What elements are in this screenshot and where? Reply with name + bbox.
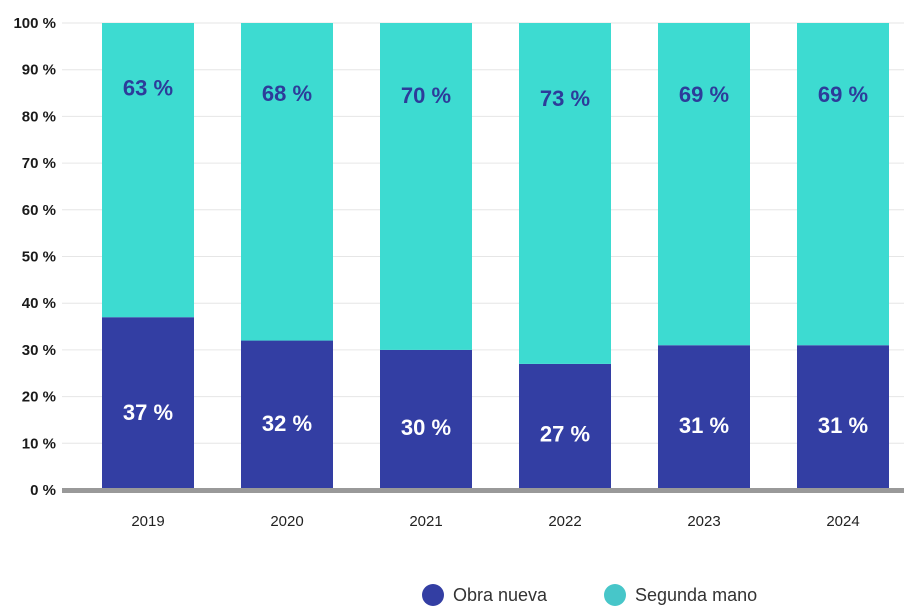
data-label: 31 % xyxy=(818,413,868,438)
bar-obra-nueva-2020 xyxy=(241,340,333,490)
x-tick-label: 2019 xyxy=(131,513,164,530)
bar-segunda-mano-2024 xyxy=(797,23,889,346)
legend-label-obra-nueva: Obra nueva xyxy=(453,585,548,605)
data-label: 69 % xyxy=(679,82,729,107)
y-tick-label: 80 % xyxy=(22,108,56,125)
x-tick-label: 2023 xyxy=(687,513,720,530)
data-label: 63 % xyxy=(123,76,173,101)
bars xyxy=(102,23,889,490)
x-tick-label: 2020 xyxy=(270,513,303,530)
legend: Obra nueva Segunda mano xyxy=(422,584,757,606)
x-tick-label: 2021 xyxy=(409,513,442,530)
bar-segunda-mano-2023 xyxy=(658,23,750,346)
gridlines xyxy=(62,22,904,444)
y-tick-label: 100 % xyxy=(13,15,56,32)
data-label: 27 % xyxy=(540,421,590,446)
bar-segunda-mano-2020 xyxy=(241,23,333,341)
data-label: 31 % xyxy=(679,413,729,438)
y-tick-label: 20 % xyxy=(22,389,56,406)
data-label: 68 % xyxy=(262,81,312,106)
bar-obra-nueva-2022 xyxy=(519,363,611,490)
bar-segunda-mano-2019 xyxy=(102,23,194,318)
bar-obra-nueva-2023 xyxy=(658,345,750,490)
x-tick-label: 2024 xyxy=(826,513,859,530)
y-tick-label: 10 % xyxy=(22,435,56,452)
x-tick-label: 2022 xyxy=(548,513,581,530)
x-axis: 2019 2020 2021 2022 2023 2024 xyxy=(62,488,904,530)
bar-segunda-mano-2021 xyxy=(380,23,472,350)
bar-obra-nueva-2024 xyxy=(797,345,889,490)
legend-swatch-obra-nueva xyxy=(422,584,444,606)
data-label: 30 % xyxy=(401,415,451,440)
data-label: 69 % xyxy=(818,82,868,107)
bar-obra-nueva-2019 xyxy=(102,317,194,490)
bar-segunda-mano-2022 xyxy=(519,23,611,364)
y-tick-label: 40 % xyxy=(22,295,56,312)
y-tick-label: 90 % xyxy=(22,62,56,79)
data-labels: 37 % 63 % 32 % 68 % 30 % 70 % 27 % 73 % 31 % 69 %… xyxy=(123,76,868,447)
legend-label-segunda-mano: Segunda mano xyxy=(635,585,757,605)
y-tick-label: 70 % xyxy=(22,155,56,172)
y-axis: 0 % 10 % 20 % 30 % 40 % 50 % 60 % 70 % 80 % 90 % 1… xyxy=(13,15,56,499)
data-label: 73 % xyxy=(540,86,590,111)
y-tick-label: 0 % xyxy=(30,482,56,499)
bar-obra-nueva-2021 xyxy=(380,349,472,490)
y-tick-label: 50 % xyxy=(22,249,56,266)
data-label: 37 % xyxy=(123,400,173,425)
x-axis-line xyxy=(62,488,904,493)
data-label: 32 % xyxy=(262,411,312,436)
y-tick-label: 60 % xyxy=(22,202,56,219)
y-tick-label: 30 % xyxy=(22,342,56,359)
legend-swatch-segunda-mano xyxy=(604,584,626,606)
data-label: 70 % xyxy=(401,83,451,108)
